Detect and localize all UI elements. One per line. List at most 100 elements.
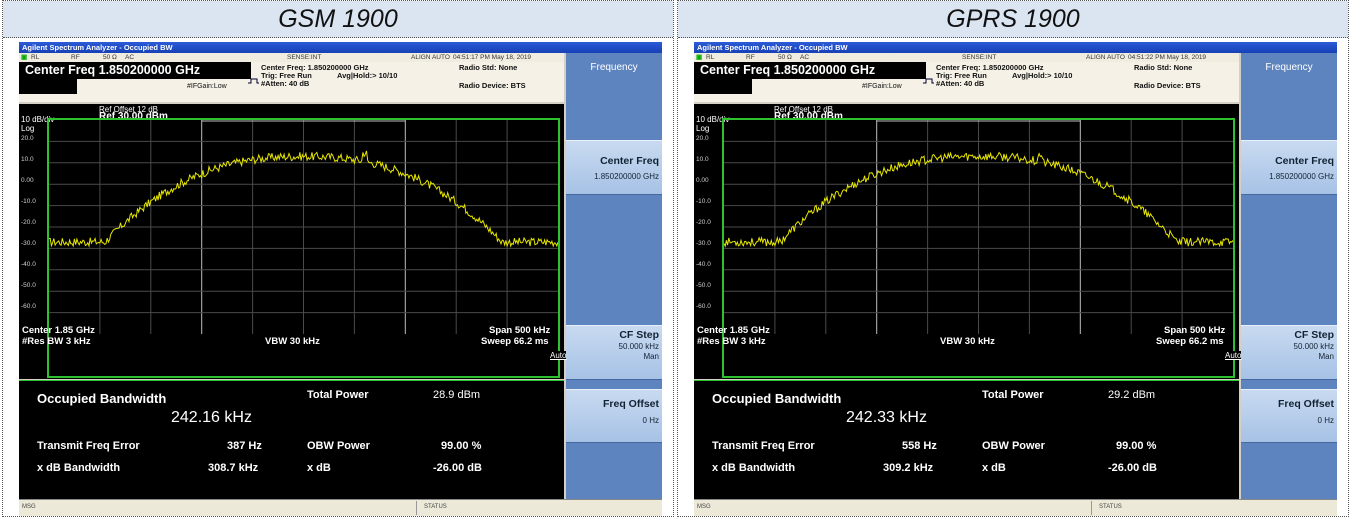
res-bw-label: #Res BW 3 kHz <box>22 336 91 347</box>
scale-label: 10 dB/div <box>21 115 55 124</box>
softkey-label: Freq Offset <box>1277 398 1334 410</box>
ref-level: Ref 30.00 dBm <box>774 111 843 122</box>
divider <box>416 501 417 515</box>
info-radio-std: Radio Std: None <box>459 63 518 72</box>
freq-offset-softkey[interactable]: Freq Offset 0 Hz <box>1241 389 1337 443</box>
cf-step-softkey[interactable]: CF Step 50.000 kHz Man <box>566 325 662 380</box>
rl-label: RL <box>706 54 715 61</box>
cf-step-auto[interactable]: Auto <box>1225 351 1242 360</box>
center-freq-display[interactable]: Center Freq 1.850200000 GHz <box>19 62 251 79</box>
menu-header: Frequency <box>1265 62 1313 73</box>
divider <box>1091 501 1092 515</box>
status-label: STATUS <box>1099 504 1122 510</box>
status-row: ▣ RL RF 50 Ω AC SENSE:INT ALIGN AUTO 04:… <box>19 53 564 62</box>
occupied-bw-value: 242.16 kHz <box>171 409 252 426</box>
total-power-value: 28.9 dBm <box>433 389 481 401</box>
y-tick: -20.0 <box>21 219 36 226</box>
graticule-border <box>47 118 560 378</box>
measurement-panel: Occupied Bandwidth 242.16 kHz Total Powe… <box>19 380 564 500</box>
softkey-menu: Frequency Center Freq 1.850200000 GHz CF… <box>1241 53 1337 509</box>
y-tick: -60.0 <box>696 303 711 310</box>
freq-offset-softkey[interactable]: Freq Offset 0 Hz <box>566 389 662 443</box>
center-freq-softkey[interactable]: Center Freq 1.850200000 GHz <box>1241 140 1337 195</box>
center-label: Center 1.85 GHz <box>22 325 95 336</box>
trace-line <box>724 151 1233 248</box>
softkey-man: Man <box>1318 352 1334 361</box>
obw-power-label: OBW Power <box>982 440 1045 452</box>
msg-label: MSG <box>22 504 36 510</box>
info-radio-device: Radio Device: BTS <box>1134 81 1201 90</box>
sweep-label: Sweep 66.2 ms <box>481 336 549 347</box>
y-tick: -10.0 <box>21 198 36 205</box>
spectrum-trace <box>724 120 1233 334</box>
info-radio-device: Radio Device: BTS <box>459 81 526 90</box>
cf-step-auto[interactable]: Auto <box>550 351 567 360</box>
info-atten: #Atten: 40 dB <box>936 79 985 88</box>
info-center-freq: Center Freq: 1.850200000 GHz <box>261 63 369 72</box>
obw-power-label: OBW Power <box>307 440 370 452</box>
info-avg-hold: Avg|Hold:> 10/10 <box>337 71 398 80</box>
softkey-label: CF Step <box>1294 329 1334 341</box>
sense-label: SENSE:INT <box>287 54 322 61</box>
panel-gsm: GSM 1900 Agilent Spectrum Analyzer - Occ… <box>2 0 674 517</box>
softkey-value: 0 Hz <box>1317 416 1334 425</box>
measurement-panel: Occupied Bandwidth 242.33 kHz Total Powe… <box>694 380 1239 500</box>
info-ifgain: #IFGain:Low <box>862 83 902 90</box>
tx-freq-error-label: Transmit Freq Error <box>37 440 140 452</box>
ref-level: Ref 30.00 dBm <box>99 111 168 122</box>
softkey-label: CF Step <box>619 329 659 341</box>
datetime: 04:51:22 PM May 18, 2019 <box>1128 54 1207 61</box>
center-freq-display[interactable]: Center Freq 1.850200000 GHz <box>694 62 926 79</box>
y-tick: -40.0 <box>21 261 36 268</box>
y-tick: 10.0 <box>21 156 34 163</box>
obw-power-value: 99.00 % <box>1116 440 1157 452</box>
xdb-label: x dB <box>982 462 1006 474</box>
xdb-bw-value: 308.7 kHz <box>208 462 259 474</box>
total-power-value: 29.2 dBm <box>1108 389 1156 401</box>
occupied-bw-value: 242.33 kHz <box>846 409 927 426</box>
cf-step-softkey[interactable]: CF Step 50.000 kHz Man <box>1241 325 1337 380</box>
xdb-bw-value: 309.2 kHz <box>883 462 934 474</box>
tx-freq-error-label: Transmit Freq Error <box>712 440 815 452</box>
xdb-value: -26.00 dB <box>433 462 482 474</box>
y-tick: -10.0 <box>696 198 711 205</box>
tx-freq-error-value: 387 Hz <box>227 440 262 452</box>
xdb-value: -26.00 dB <box>1108 462 1157 474</box>
coupling-label: AC <box>800 54 810 61</box>
softkey-value: 0 Hz <box>642 416 659 425</box>
sweep-label: Sweep 66.2 ms <box>1156 336 1224 347</box>
y-tick: -30.0 <box>21 240 36 247</box>
align-label: ALIGN AUTO <box>1086 54 1125 61</box>
trigger-icon <box>248 78 259 84</box>
y-tick: -40.0 <box>696 261 711 268</box>
window-title: Agilent Spectrum Analyzer - Occupied BW <box>694 42 1337 53</box>
occupied-bw-label: Occupied Bandwidth <box>712 391 842 406</box>
xdb-bw-label: x dB Bandwidth <box>712 462 796 474</box>
log-label: Log <box>696 124 710 133</box>
span-label: Span 500 kHz <box>489 325 551 336</box>
info-trig: Trig: Free Run <box>261 71 312 80</box>
vbw-label: VBW 30 kHz <box>940 336 995 347</box>
y-tick: -30.0 <box>696 240 711 247</box>
rl-label: RL <box>31 54 40 61</box>
settings-panel: ▣ RL RF 50 Ω AC SENSE:INT ALIGN AUTO 04:… <box>19 53 564 102</box>
center-freq-softkey[interactable]: Center Freq 1.850200000 GHz <box>566 140 662 195</box>
y-tick: -20.0 <box>696 219 711 226</box>
trigger-icon <box>923 78 934 84</box>
info-radio-std: Radio Std: None <box>1134 63 1193 72</box>
tx-freq-error-value: 558 Hz <box>902 440 937 452</box>
xdb-bw-label: x dB Bandwidth <box>37 462 121 474</box>
softkey-value: 1.850200000 GHz <box>594 172 659 181</box>
lxi-icon: ▣ <box>696 54 703 61</box>
lxi-icon: ▣ <box>21 54 28 61</box>
y-tick: 20.0 <box>696 135 709 142</box>
ref-offset: Ref Offset 12 dB <box>99 105 158 114</box>
coupling-label: AC <box>125 54 135 61</box>
menu-header: Frequency <box>590 62 638 73</box>
center-label: Center 1.85 GHz <box>697 325 770 336</box>
message-bar: MSG STATUS <box>19 499 662 516</box>
y-tick: -50.0 <box>696 282 711 289</box>
input-indicator <box>19 79 77 94</box>
message-bar: MSG STATUS <box>694 499 1337 516</box>
softkey-label: Center Freq <box>1275 155 1334 167</box>
